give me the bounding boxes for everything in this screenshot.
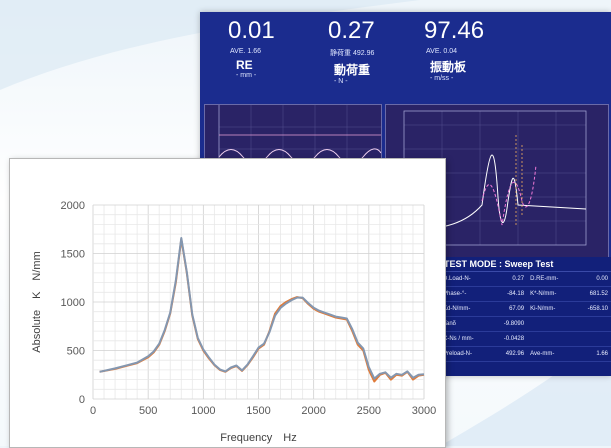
readout-value: 97.46: [424, 17, 485, 44]
result-label: Ave-mm-: [527, 346, 575, 362]
readout-unit: - mm -: [236, 72, 257, 79]
result-value: 681.52: [574, 286, 611, 302]
results-panel: TEST MODE : Sweep Test D.Load-N- 0.27 D.RE…: [440, 257, 611, 376]
result-label: Tanδ: [440, 316, 491, 332]
y-tick-label: 1000: [61, 297, 85, 309]
result-value: [574, 316, 611, 332]
readout-average: 静荷重 492.96: [330, 50, 375, 57]
readout-dynamic-load: 0.27 静荷重 492.96 動荷重 - N -: [328, 16, 428, 85]
x-tick-label: 3000: [412, 405, 436, 417]
x-tick-label: 500: [139, 405, 157, 417]
chart-axes: 0 500 1000 1500 2000 2500 3000 0 500 1000 1500 2000: [61, 200, 437, 417]
readout-vibration-plate: 97.46 AVE. 0.04 振動板 - m/ss -: [424, 16, 524, 82]
readout-label: RE: [236, 58, 253, 72]
x-tick-label: 2000: [301, 405, 325, 417]
results-table: D.Load-N- 0.27 D.RE-mm- 0.00 Phase-°- -84.18…: [440, 272, 611, 362]
readout-average: AVE. 0.04: [426, 48, 458, 55]
result-label: K*-N/mm-: [527, 286, 575, 302]
result-label: D.Load-N-: [440, 272, 491, 287]
result-value: 0.27: [490, 272, 528, 287]
y-tick-label: 500: [67, 346, 85, 358]
readout-average: AVE. 1.66: [230, 48, 262, 55]
test-mode-label: TEST MODE :: [444, 259, 505, 269]
result-value: 492.96: [490, 346, 528, 362]
stiffness-chart-panel: 0 500 1000 1500 2000 2500 3000 0 500 1000 1500 2000…: [9, 158, 446, 448]
sweep-trace-orange: [515, 135, 523, 225]
readout-value: 0.27: [328, 17, 375, 44]
result-label: Preload-N-: [440, 346, 491, 362]
result-label: Ki-N/mm-: [527, 301, 575, 317]
test-mode-header: TEST MODE : Sweep Test: [440, 257, 611, 272]
chart-grid: [92, 204, 425, 400]
stiffness-chart: 0 500 1000 1500 2000 2500 3000 0 500 1000 1500 2000…: [31, 200, 437, 444]
y-axis-title: Absolute K N/mm: [31, 251, 43, 352]
result-value: 67.09: [490, 301, 528, 317]
y-tick-label: 2000: [61, 200, 85, 212]
x-tick-label: 1000: [191, 405, 215, 417]
x-axis-title: Frequency Hz: [220, 432, 296, 444]
result-label: Phase-°-: [440, 286, 491, 302]
sweep-trace-white: [405, 154, 587, 232]
sweep-trace-pink: [481, 164, 537, 226]
result-label: C-Ns / mm-: [440, 331, 491, 347]
x-tick-label: 0: [90, 405, 96, 417]
readout-unit: - N -: [334, 78, 348, 85]
result-label: [527, 331, 575, 347]
table-row: Tanδ -9.8090: [440, 316, 611, 332]
result-label: [527, 316, 575, 332]
result-value: -0.0428: [490, 331, 528, 347]
table-row: D.Load-N- 0.27 D.RE-mm- 0.00: [440, 272, 611, 287]
table-row: Phase-°- -84.18 K*-N/mm- 681.52: [440, 286, 611, 302]
result-value: 0.00: [574, 272, 611, 287]
result-label: D.RE-mm-: [527, 272, 575, 287]
result-value: [574, 331, 611, 347]
chart-series: [99, 237, 425, 383]
result-value: -9.8090: [490, 316, 528, 332]
readout-label: 動荷重: [334, 63, 371, 77]
result-value: -658.10: [574, 301, 611, 317]
table-row: Kd-N/mm- 67.09 Ki-N/mm- -658.10: [440, 301, 611, 317]
test-mode-value: Sweep Test: [504, 259, 554, 269]
x-tick-label: 2500: [357, 405, 381, 417]
result-label: Kd-N/mm-: [440, 301, 491, 317]
y-tick-label: 1500: [61, 249, 85, 261]
y-tick-label: 0: [79, 394, 85, 406]
readout-unit: - m/ss -: [430, 75, 454, 82]
result-value: -84.18: [490, 286, 528, 302]
series-line-2: [99, 237, 425, 380]
result-value: 1.66: [574, 346, 611, 362]
readout-label: 振動板: [430, 60, 467, 74]
table-row: Preload-N- 492.96 Ave-mm- 1.66: [440, 346, 611, 362]
readout-displacement: 0.01 AVE. 1.66 RE - mm -: [228, 16, 328, 79]
x-tick-label: 1500: [246, 405, 270, 417]
table-row: C-Ns / mm- -0.0428: [440, 331, 611, 347]
readout-value: 0.01: [228, 17, 275, 44]
